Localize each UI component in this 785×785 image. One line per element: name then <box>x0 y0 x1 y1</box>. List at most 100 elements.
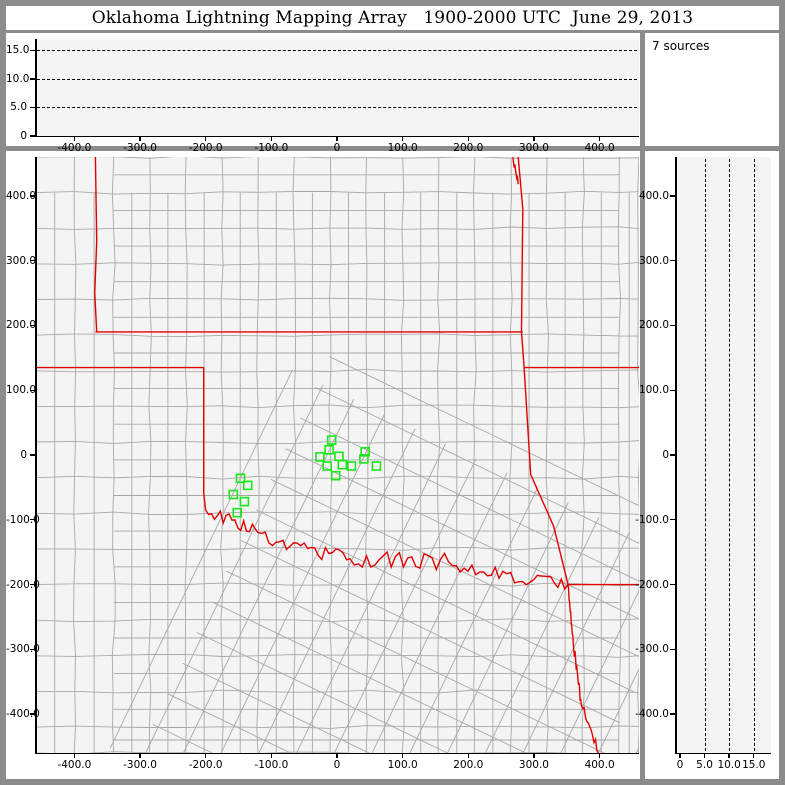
top-ytick-label-0: 0 <box>20 130 27 142</box>
top-xtick-3 <box>270 136 273 141</box>
right-plot-area[interactable] <box>675 157 771 753</box>
map-xtick-label-0: -400.0 <box>57 759 92 771</box>
right-ytick-label-4: 0 <box>662 449 669 461</box>
state-border-panhandle-west <box>94 157 98 332</box>
map-xtick-6 <box>467 753 469 758</box>
lma-source-marker <box>242 480 253 491</box>
right-gridline-0 <box>704 159 706 751</box>
top-xtick-label-4: 0 <box>333 142 341 154</box>
top-gridline-1 <box>37 78 637 80</box>
map-ytick-4 <box>30 454 36 456</box>
map-ytick-label-8: -400.0 <box>6 708 40 721</box>
right-ytick-6 <box>670 583 676 586</box>
top-ytick-label-3: 15.0 <box>6 44 30 57</box>
right-gridline-1 <box>729 159 731 751</box>
map-xtick-0 <box>73 753 76 758</box>
lma-source-marker <box>235 473 246 484</box>
top-xtick-7 <box>533 136 535 141</box>
right-ytick-label-1: 300.0 <box>638 254 669 267</box>
top-xtick-2 <box>204 136 207 141</box>
lma-source-marker <box>239 496 250 507</box>
state-border-texas-panhandle-east <box>203 367 207 511</box>
map-xtick-7 <box>533 753 535 758</box>
lma-source-marker <box>326 435 337 445</box>
top-ytick-label-1: 5.0 <box>10 101 27 114</box>
top-xtick-0 <box>73 136 76 141</box>
right-ytick-3 <box>670 389 676 391</box>
right-xtick-2 <box>728 753 730 758</box>
map-ytick-label-5: -100.0 <box>6 513 40 526</box>
right-ytick-4 <box>670 454 676 456</box>
county-map-graphic <box>35 157 639 753</box>
top-ytick-2 <box>30 78 36 80</box>
right-ytick-label-3: 100.0 <box>638 384 669 397</box>
right-xtick-label-2: 10.0 <box>717 759 741 771</box>
map-ytick-label-0: 400.0 <box>6 189 37 202</box>
map-ytick-3 <box>30 389 36 391</box>
right-xtick-1 <box>703 753 706 758</box>
right-x-axis-line <box>675 753 771 755</box>
lma-source-marker <box>360 446 371 457</box>
right-ytick-5 <box>670 519 676 521</box>
right-xtick-3 <box>753 753 755 758</box>
map-ytick-label-7: -300.0 <box>6 643 40 656</box>
right-ytick-label-8: -400.0 <box>635 708 669 721</box>
right-xtick-label-3: 15.0 <box>742 759 766 771</box>
lma-source-marker <box>337 459 348 470</box>
top-plot-area[interactable] <box>35 39 639 136</box>
right-ytick-label-6: -200.0 <box>635 578 669 591</box>
top-ytick-1 <box>30 106 36 109</box>
map-ytick-5 <box>30 519 36 521</box>
map-xtick-8 <box>598 753 601 758</box>
top-xtick-1 <box>139 136 141 141</box>
state-border-red-river <box>205 509 569 591</box>
right-ytick-0 <box>670 195 676 197</box>
top-xtick-4 <box>336 136 338 141</box>
top-ytick-0 <box>30 135 36 137</box>
map-plot-area[interactable] <box>35 157 639 753</box>
map-xtick-1 <box>139 753 141 758</box>
map-xtick-label-7: 300.0 <box>518 759 549 771</box>
map-ytick-1 <box>30 259 36 262</box>
map-ytick-6 <box>30 583 36 586</box>
source-count-label: 7 sources <box>652 39 710 53</box>
map-ytick-label-4: 0 <box>20 449 27 461</box>
top-xtick-5 <box>401 136 404 141</box>
lma-source-marker <box>315 452 325 462</box>
lma-source-marker <box>232 507 242 518</box>
map-xtick-label-4: 0 <box>333 759 341 771</box>
top-time-height-panel: 0 5.0 10.0 15.0 -400.0 -300.0 -200.0 -100.0 0 100… <box>6 33 640 154</box>
lma-source-marker <box>334 451 344 462</box>
right-ytick-label-0: 400.0 <box>638 189 669 202</box>
lma-source-marker <box>371 461 382 471</box>
right-ytick-1 <box>670 259 676 262</box>
map-ytick-0 <box>30 195 36 197</box>
lma-source-marker <box>330 470 341 481</box>
map-ytick-2 <box>30 324 36 327</box>
map-ytick-label-1: 300.0 <box>6 254 37 267</box>
map-xtick-label-2: -200.0 <box>188 759 223 771</box>
state-border-kansas-missouri <box>512 157 519 185</box>
map-xtick-4 <box>336 753 338 758</box>
right-ytick-7 <box>670 648 676 651</box>
right-gridline-2 <box>753 159 755 751</box>
map-xtick-2 <box>204 753 207 758</box>
top-y-axis-line <box>35 39 37 136</box>
right-ytick-2 <box>670 324 676 327</box>
right-height-panel: 400.0 300.0 200.0 100.0 0 -100.0 -200.0 -300.0 -… <box>635 151 779 779</box>
map-ytick-label-3: 100.0 <box>6 384 37 397</box>
top-gridline-0 <box>37 107 637 109</box>
map-xtick-label-6: 200.0 <box>453 759 484 771</box>
lma-source-markers <box>228 435 382 518</box>
lma-source-marker <box>359 454 369 464</box>
lma-source-marker <box>324 444 334 455</box>
source-count-panel: 7 sources <box>645 33 779 146</box>
map-xtick-5 <box>401 753 404 758</box>
map-xtick-label-3: -100.0 <box>254 759 289 771</box>
map-panel: 400.0 300.0 200.0 100.0 0 -100.0 -200.0 -300.0 -… <box>6 151 640 779</box>
map-xtick-label-5: 100.0 <box>387 759 418 771</box>
map-xtick-label-8: 400.0 <box>584 759 615 771</box>
top-ytick-3 <box>30 49 36 52</box>
right-xtick-label-1: 5.0 <box>696 759 713 771</box>
